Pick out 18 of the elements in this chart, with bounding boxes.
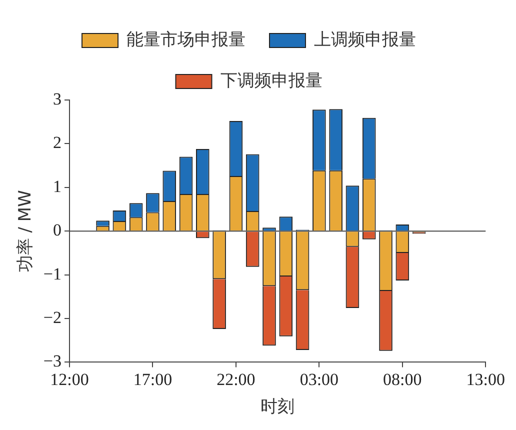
y-axis-title: 功率 / MW xyxy=(16,190,36,272)
y-tick-label: −2 xyxy=(43,308,62,327)
y-tick-label: −3 xyxy=(43,352,62,371)
legend-label: 上调频申报量 xyxy=(314,30,416,50)
legend-label: 下调频申报量 xyxy=(220,70,322,91)
x-tick-label: 17:00 xyxy=(133,370,172,389)
x-tick-label: 12:00 xyxy=(50,370,89,389)
x-tick-label: 08:00 xyxy=(383,370,422,389)
x-tick-label: 03:00 xyxy=(300,370,339,389)
y-tick-label: 1 xyxy=(52,176,62,196)
y-tick-label: 0 xyxy=(52,220,62,240)
y-tick-label: −1 xyxy=(43,264,62,284)
y-tick-label: 2 xyxy=(52,133,62,152)
legend-label: 能量市场申报量 xyxy=(126,30,246,50)
x-tick-label: 22:00 xyxy=(216,370,256,389)
x-tick-label: 13:00 xyxy=(466,370,506,389)
x-axis-title: 时刻 xyxy=(260,397,295,418)
y-tick-label: 3 xyxy=(52,89,62,108)
